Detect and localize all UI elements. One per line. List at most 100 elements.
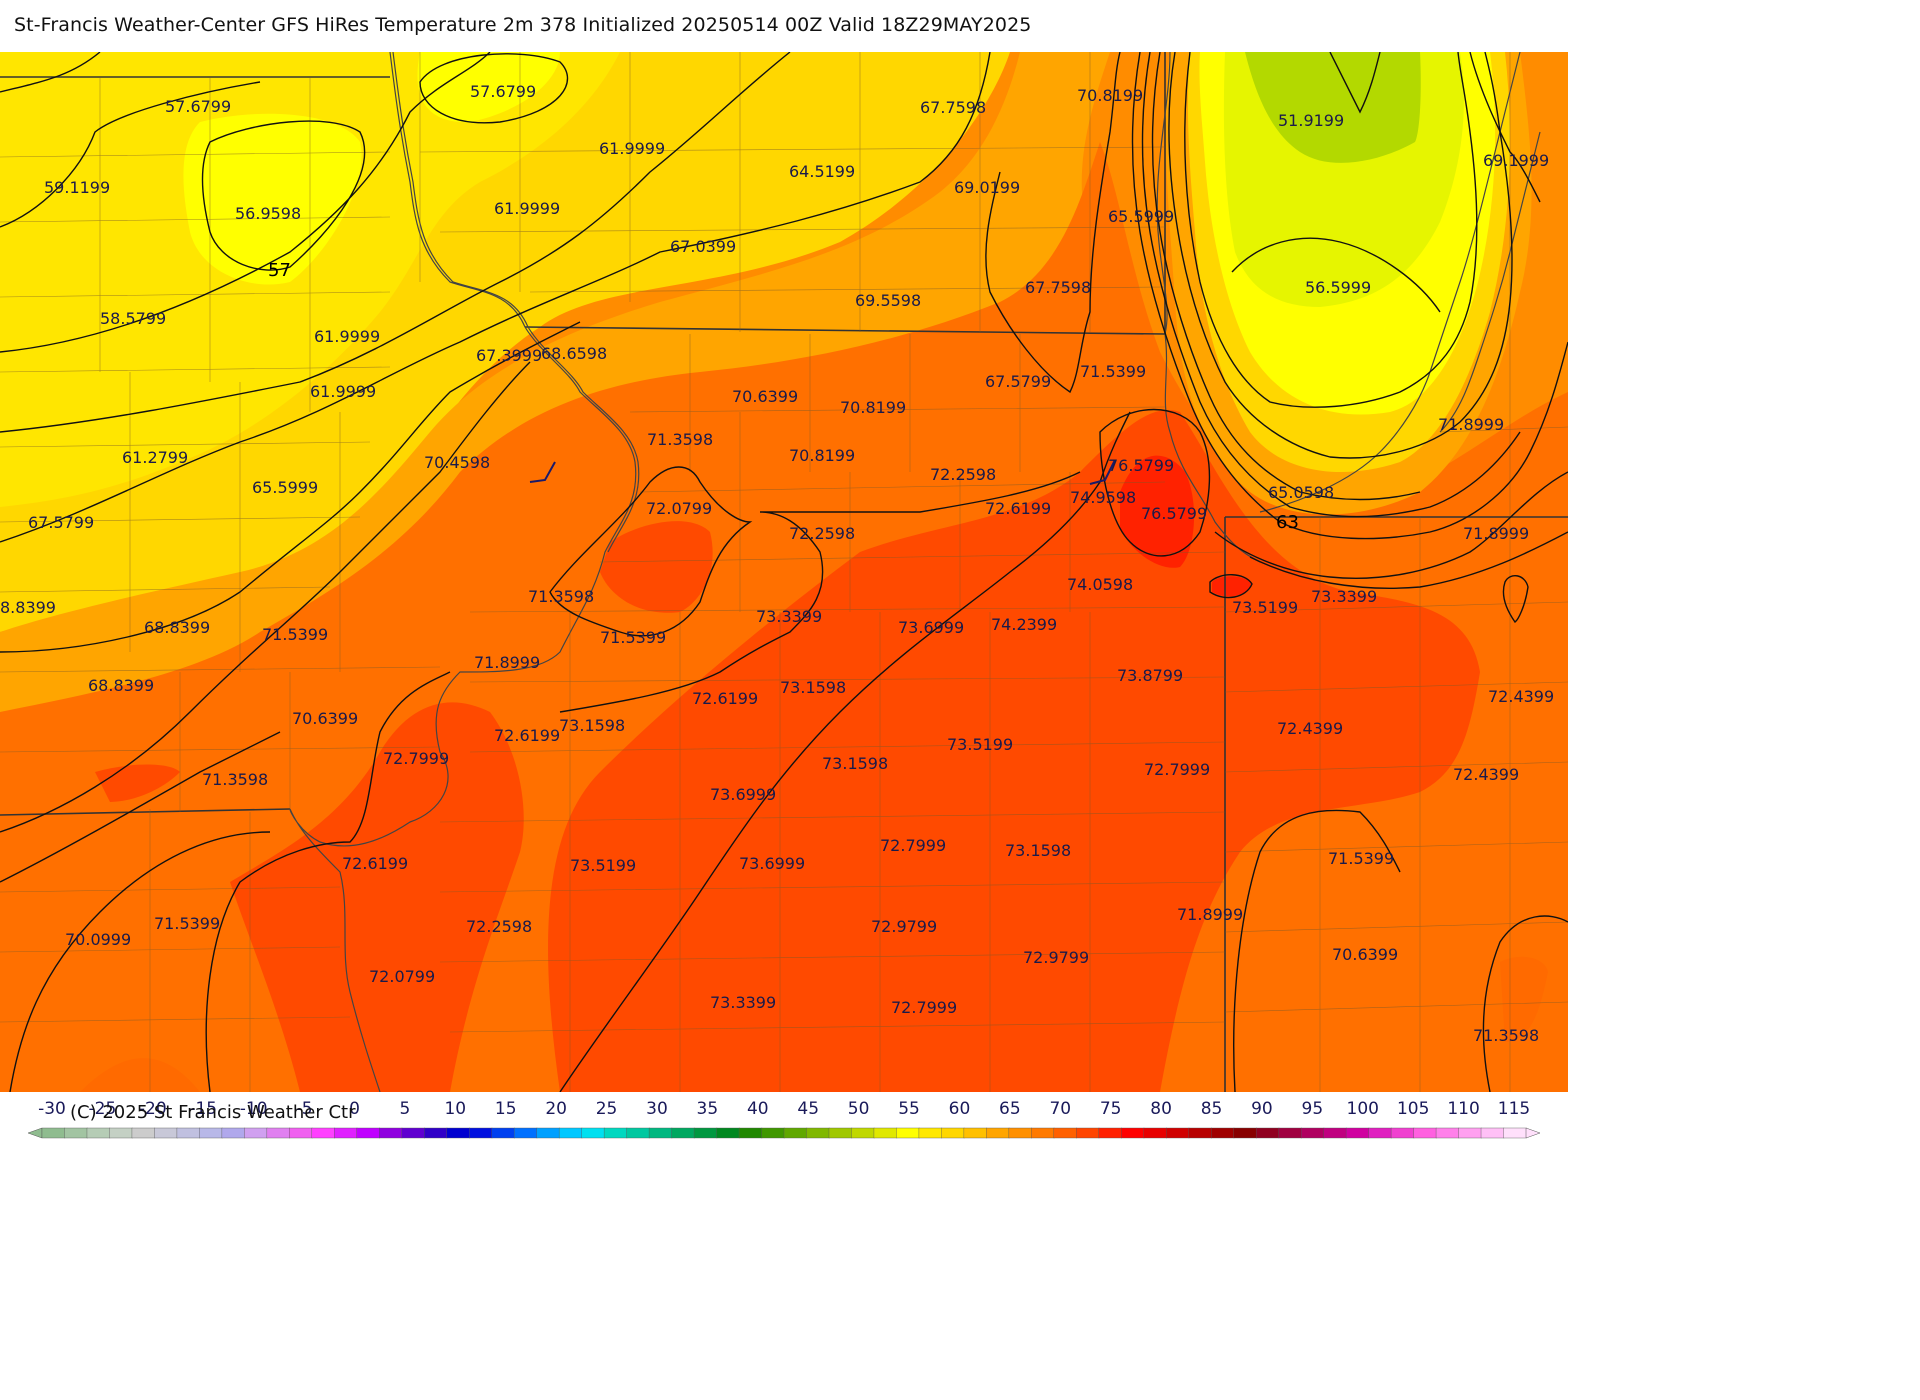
scale-tick-label: 100	[1347, 1099, 1379, 1119]
scale-swatch	[761, 1127, 785, 1139]
contour-west-4	[0, 52, 991, 543]
temp-value: 70.8199	[789, 446, 855, 465]
temp-value: 65.5999	[1108, 207, 1174, 226]
contour-label-57: 57	[268, 260, 291, 281]
temp-value: 72.7999	[891, 998, 957, 1017]
temp-value: 61.9999	[314, 327, 380, 346]
scale-swatch	[828, 1127, 853, 1139]
temp-value: 76.5799	[1141, 504, 1207, 523]
temp-value: 68.6598	[541, 344, 607, 363]
scale-tick-label: 10	[444, 1099, 466, 1119]
scale-swatch	[356, 1127, 380, 1139]
scale-swatch	[131, 1127, 156, 1139]
temp-value: 72.7999	[1144, 760, 1210, 779]
temperature-map: 57 63 57.6799 57.6799 67.7598 70.8199 51…	[0, 52, 1568, 1092]
scale-swatch	[1435, 1127, 1460, 1139]
temp-value: 73.3399	[756, 607, 822, 626]
contour-57-loop	[201, 120, 366, 271]
temp-value: 72.7999	[880, 836, 946, 855]
scale-swatch	[469, 1127, 493, 1139]
scale-swatch	[1121, 1127, 1145, 1139]
temp-value: 72.6199	[342, 854, 408, 873]
contour-se-2	[1482, 915, 1568, 1092]
contour-ne-2	[1131, 52, 1568, 540]
temp-value: 70.6399	[1332, 945, 1398, 964]
scale-arrow-high	[1525, 1127, 1541, 1139]
temp-value: 74.2399	[991, 615, 1057, 634]
contour-west-5	[0, 321, 581, 653]
scale-tick-label: 15	[495, 1099, 517, 1119]
temp-value: 73.8799	[1117, 666, 1183, 685]
scale-swatch	[109, 1127, 133, 1139]
red-hot-spot	[1120, 455, 1195, 568]
scale-swatch	[693, 1127, 718, 1139]
temp-value: 65.0598	[1268, 483, 1334, 502]
contour-ne-7	[1231, 237, 1441, 313]
temp-value: 56.9598	[235, 204, 301, 223]
temp-value: 72.6199	[494, 726, 560, 745]
scale-swatch	[199, 1127, 223, 1139]
temp-value: 73.6999	[739, 854, 805, 873]
contour-west-6	[0, 361, 531, 833]
scale-swatch	[1143, 1127, 1167, 1139]
temp-value: 73.1598	[559, 716, 625, 735]
red-orange-spot-a	[600, 521, 713, 613]
scale-swatch	[379, 1127, 403, 1139]
temp-value: 69.5598	[855, 291, 921, 310]
temp-value: 69.1999	[1483, 151, 1549, 170]
temp-value: 73.6999	[710, 785, 776, 804]
scale-swatch	[334, 1127, 358, 1139]
scale-swatch	[401, 1127, 425, 1139]
scale-swatch	[558, 1127, 583, 1139]
wind-barbs	[529, 459, 1116, 485]
contour-small-loop	[1209, 574, 1253, 599]
scale-swatch	[221, 1127, 246, 1139]
contour-north-a	[0, 52, 101, 93]
temperature-value-labels: 57.6799 57.6799 67.7598 70.8199 51.9199 …	[0, 82, 1554, 1045]
scale-swatch	[581, 1127, 605, 1139]
red-hot-spot-small	[1212, 576, 1252, 597]
scale-swatch	[1300, 1127, 1325, 1139]
scale-swatch	[289, 1127, 313, 1139]
contour-sw-3	[205, 671, 451, 1092]
contour-ne-1	[985, 52, 1121, 394]
contour-label-63: 63	[1276, 512, 1299, 533]
temp-value: 71.3598	[647, 430, 713, 449]
temp-value: 73.1598	[822, 754, 888, 773]
scale-swatch	[1211, 1127, 1235, 1139]
temp-value: 73.3399	[1311, 587, 1377, 606]
temp-value: 68.8399	[144, 618, 210, 637]
temp-value: 72.2598	[789, 524, 855, 543]
scale-tick-label: 20	[545, 1099, 567, 1119]
scale-swatch	[626, 1127, 650, 1139]
temp-value: 74.0598	[1067, 575, 1133, 594]
temp-value: 58.5799	[100, 309, 166, 328]
scale-tick-label: 0	[349, 1099, 360, 1119]
scale-swatch	[1166, 1127, 1190, 1139]
temp-value: 71.3598	[202, 770, 268, 789]
scale-swatch	[896, 1127, 920, 1139]
temp-value: 61.9999	[310, 382, 376, 401]
map-title: St-Francis Weather-Center GFS HiRes Temp…	[14, 14, 1032, 36]
temp-value: 72.2598	[930, 465, 996, 484]
temp-value: 8.8399	[0, 598, 56, 617]
temp-value: 72.9799	[1023, 948, 1089, 967]
temp-value: 73.5199	[570, 856, 636, 875]
temp-value: 71.5399	[600, 628, 666, 647]
scale-swatch	[806, 1127, 830, 1139]
temperature-map-canvas: 57 63 57.6799 57.6799 67.7598 70.8199 51…	[0, 52, 1568, 1092]
temp-value: 70.8199	[1077, 86, 1143, 105]
scale-swatch	[491, 1127, 515, 1139]
scale-swatch	[851, 1127, 875, 1139]
temp-value: 73.5199	[1232, 598, 1298, 617]
contour-west-1	[0, 81, 261, 228]
temp-value: 72.2598	[466, 917, 532, 936]
contour-hotspot-loop	[1099, 408, 1211, 557]
contour-ne-4	[1151, 52, 1421, 501]
scale-arrow-low	[27, 1127, 43, 1139]
scale-swatch	[424, 1127, 448, 1139]
temp-value: 72.4399	[1488, 687, 1554, 706]
temperature-contours	[0, 52, 1568, 1092]
temp-value: 72.4399	[1453, 765, 1519, 784]
temp-value: 67.3999	[476, 346, 542, 365]
